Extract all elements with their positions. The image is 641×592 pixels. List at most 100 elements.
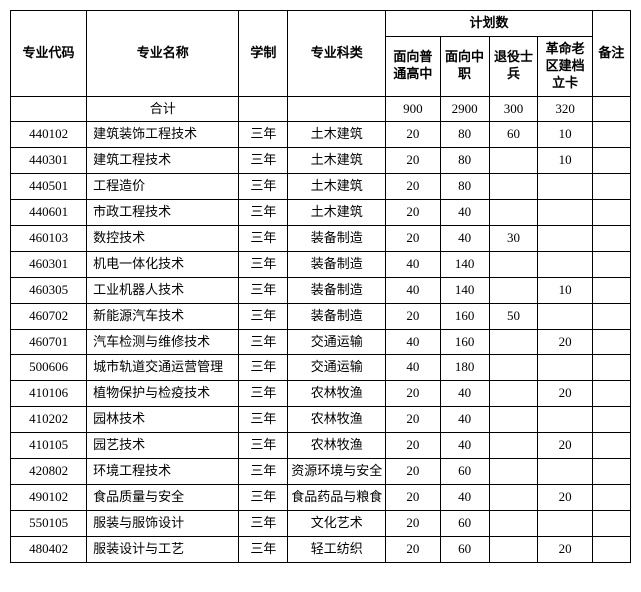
cell-plan-rev: 320 — [538, 96, 592, 122]
cell-category: 装备制造 — [288, 251, 386, 277]
cell-duration: 三年 — [239, 407, 288, 433]
table-row: 460305工业机器人技术三年装备制造4014010 — [11, 277, 631, 303]
cell-plan-vet: 60 — [489, 122, 538, 148]
cell-plan-vet: 50 — [489, 303, 538, 329]
cell-plan-voc: 80 — [440, 148, 489, 174]
cell-plan-hs: 40 — [386, 329, 440, 355]
cell-code: 410106 — [11, 381, 87, 407]
header-plan-highschool: 面向普通高中 — [386, 36, 440, 96]
cell-plan-hs: 20 — [386, 536, 440, 562]
cell-plan-vet — [489, 459, 538, 485]
cell-plan-vet — [489, 277, 538, 303]
cell-plan-voc: 140 — [440, 277, 489, 303]
cell-name: 机电一体化技术 — [87, 251, 239, 277]
table-row: 500606城市轨道交通运营管理三年交通运输40180 — [11, 355, 631, 381]
cell-plan-hs: 20 — [386, 148, 440, 174]
table-row-total: 合计 9002900300320 — [11, 96, 631, 122]
cell-category: 装备制造 — [288, 303, 386, 329]
header-remark: 备注 — [592, 11, 630, 97]
cell-duration: 三年 — [239, 329, 288, 355]
cell-plan-rev: 20 — [538, 433, 592, 459]
cell-category: 农林牧渔 — [288, 381, 386, 407]
table-row: 440102建筑装饰工程技术三年土木建筑20806010 — [11, 122, 631, 148]
cell-duration — [239, 96, 288, 122]
cell-category: 资源环境与安全 — [288, 459, 386, 485]
cell-plan-rev: 10 — [538, 148, 592, 174]
cell-code: 490102 — [11, 484, 87, 510]
cell-plan-rev — [538, 459, 592, 485]
cell-plan-voc: 140 — [440, 251, 489, 277]
table-header: 专业代码 专业名称 学制 专业科类 计划数 备注 面向普通高中 面向中职 退役士… — [11, 11, 631, 97]
cell-remark — [592, 303, 630, 329]
cell-plan-hs: 900 — [386, 96, 440, 122]
cell-plan-vet — [489, 174, 538, 200]
cell-code: 440301 — [11, 148, 87, 174]
cell-total-label: 合计 — [87, 96, 239, 122]
table-row: 460103数控技术三年装备制造204030 — [11, 226, 631, 252]
cell-plan-hs: 20 — [386, 303, 440, 329]
cell-name: 建筑工程技术 — [87, 148, 239, 174]
cell-code: 460305 — [11, 277, 87, 303]
cell-plan-rev: 20 — [538, 381, 592, 407]
cell-duration: 三年 — [239, 484, 288, 510]
cell-name: 新能源汽车技术 — [87, 303, 239, 329]
cell-plan-hs: 20 — [386, 200, 440, 226]
cell-name: 园林技术 — [87, 407, 239, 433]
cell-remark — [592, 355, 630, 381]
cell-plan-voc: 40 — [440, 200, 489, 226]
cell-plan-voc: 160 — [440, 303, 489, 329]
cell-plan-voc: 80 — [440, 122, 489, 148]
cell-plan-vet — [489, 484, 538, 510]
cell-category: 农林牧渔 — [288, 407, 386, 433]
cell-plan-vet — [489, 407, 538, 433]
cell-plan-rev: 10 — [538, 122, 592, 148]
cell-duration: 三年 — [239, 381, 288, 407]
cell-category: 食品药品与粮食 — [288, 484, 386, 510]
cell-remark — [592, 536, 630, 562]
cell-plan-voc: 60 — [440, 510, 489, 536]
cell-category: 土木建筑 — [288, 122, 386, 148]
table-row: 440501工程造价三年土木建筑2080 — [11, 174, 631, 200]
cell-plan-rev — [538, 174, 592, 200]
cell-category: 土木建筑 — [288, 148, 386, 174]
header-plan-vocational: 面向中职 — [440, 36, 489, 96]
cell-name: 工业机器人技术 — [87, 277, 239, 303]
cell-duration: 三年 — [239, 303, 288, 329]
cell-plan-rev: 20 — [538, 536, 592, 562]
cell-duration: 三年 — [239, 433, 288, 459]
cell-plan-vet: 300 — [489, 96, 538, 122]
cell-plan-rev — [538, 355, 592, 381]
cell-plan-hs: 40 — [386, 251, 440, 277]
cell-plan-voc: 180 — [440, 355, 489, 381]
table-row: 480402服装设计与工艺三年轻工纺织206020 — [11, 536, 631, 562]
cell-name: 园艺技术 — [87, 433, 239, 459]
cell-plan-hs: 20 — [386, 381, 440, 407]
cell-remark — [592, 459, 630, 485]
table-row: 420802环境工程技术三年资源环境与安全2060 — [11, 459, 631, 485]
cell-category: 装备制造 — [288, 226, 386, 252]
cell-plan-vet — [489, 251, 538, 277]
cell-name: 植物保护与检疫技术 — [87, 381, 239, 407]
cell-duration: 三年 — [239, 510, 288, 536]
cell-remark — [592, 407, 630, 433]
cell-remark — [592, 433, 630, 459]
cell-plan-voc: 2900 — [440, 96, 489, 122]
header-plan-group: 计划数 — [386, 11, 593, 37]
cell-duration: 三年 — [239, 536, 288, 562]
table-row: 490102食品质量与安全三年食品药品与粮食204020 — [11, 484, 631, 510]
cell-duration: 三年 — [239, 251, 288, 277]
cell-plan-hs: 20 — [386, 122, 440, 148]
cell-category: 交通运输 — [288, 355, 386, 381]
cell-plan-voc: 40 — [440, 226, 489, 252]
cell-code: 410202 — [11, 407, 87, 433]
cell-name: 汽车检测与维修技术 — [87, 329, 239, 355]
cell-plan-voc: 160 — [440, 329, 489, 355]
cell-name: 城市轨道交通运营管理 — [87, 355, 239, 381]
cell-category: 文化艺术 — [288, 510, 386, 536]
cell-plan-voc: 40 — [440, 433, 489, 459]
cell-remark — [592, 226, 630, 252]
cell-plan-vet — [489, 148, 538, 174]
cell-category: 交通运输 — [288, 329, 386, 355]
majors-table: 专业代码 专业名称 学制 专业科类 计划数 备注 面向普通高中 面向中职 退役士… — [10, 10, 631, 563]
cell-plan-vet — [489, 200, 538, 226]
